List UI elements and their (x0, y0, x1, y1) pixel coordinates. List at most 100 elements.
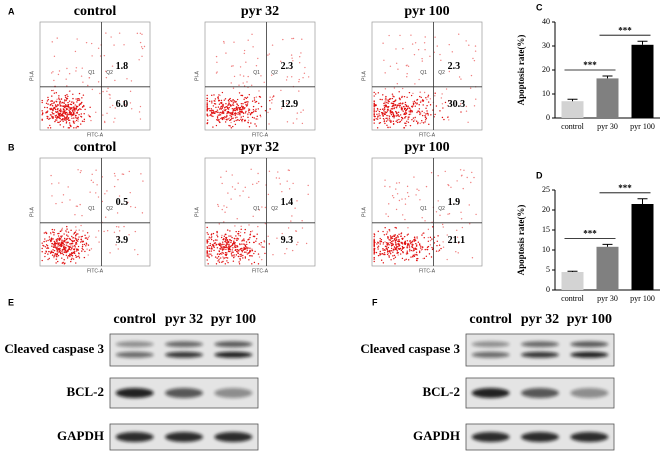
event-dot (220, 248, 222, 250)
event-dot (206, 107, 209, 110)
event-dot (57, 254, 60, 257)
event-dot (221, 243, 223, 245)
event-dot (415, 245, 418, 247)
event-dot (225, 103, 227, 105)
event-dot (400, 242, 403, 244)
event-dot (87, 254, 89, 256)
event-dot (397, 236, 399, 238)
event-dot (78, 103, 81, 105)
event-dot (292, 122, 295, 124)
event-dot (413, 176, 415, 178)
event-dot (74, 120, 76, 123)
event-dot (77, 109, 79, 112)
event-dot (404, 101, 407, 104)
event-dot (88, 249, 91, 251)
event-dot (214, 256, 217, 258)
quadrant-label: Q2 (106, 70, 113, 76)
event-dot (59, 117, 61, 120)
event-dot (386, 117, 388, 119)
event-dot (72, 93, 74, 95)
event-dot (405, 109, 407, 112)
event-dot (249, 236, 251, 239)
event-dot (422, 104, 424, 106)
event-dot (385, 213, 387, 215)
event-dot (263, 246, 265, 248)
event-dot (246, 81, 248, 83)
event-dot (63, 263, 66, 265)
event-dot (219, 112, 221, 114)
event-dot (258, 243, 260, 245)
event-dot (52, 109, 54, 111)
event-dot (253, 99, 256, 101)
event-dot (86, 248, 88, 250)
row-label: GAPDH (413, 428, 460, 443)
event-dot (390, 120, 392, 122)
blot-band (214, 432, 253, 442)
event-dot (69, 125, 72, 127)
event-dot (405, 105, 408, 108)
event-dot (239, 253, 241, 256)
event-dot (83, 113, 85, 115)
event-dot (233, 256, 235, 259)
event-dot (271, 98, 273, 101)
event-dot (458, 33, 460, 35)
event-dot (224, 116, 226, 118)
event-dot (427, 236, 430, 239)
row-label: BCL-2 (422, 384, 460, 399)
event-dot (49, 124, 51, 127)
event-dot (222, 256, 224, 258)
event-dot (241, 108, 244, 110)
event-dot (300, 111, 302, 114)
event-dot (82, 81, 84, 83)
event-dot (50, 233, 52, 235)
event-dot (423, 236, 425, 239)
event-dot (396, 82, 399, 85)
error-bar (637, 40, 648, 45)
event-dot (444, 101, 447, 104)
event-dot (75, 241, 78, 244)
event-dot (212, 240, 215, 242)
event-dot (389, 250, 391, 252)
event-dot (246, 103, 249, 105)
event-dot (226, 257, 229, 259)
event-dot (210, 108, 213, 110)
event-dot (227, 192, 229, 194)
event-dot (86, 232, 89, 234)
event-dot (251, 248, 253, 250)
event-dot (63, 100, 66, 102)
event-dot (231, 104, 234, 106)
event-dot (425, 185, 428, 188)
event-dot (389, 235, 392, 237)
quadrant-value: 1.9 (448, 197, 461, 208)
event-dot (53, 79, 55, 82)
event-dot (59, 251, 62, 254)
event-dot (388, 239, 390, 241)
event-dot (68, 254, 71, 256)
event-dot (302, 109, 304, 111)
event-dot (399, 98, 401, 101)
event-dot (394, 226, 396, 229)
event-dot (95, 111, 97, 113)
event-dot (397, 111, 400, 114)
event-dot (52, 113, 54, 115)
event-dot (397, 254, 399, 256)
event-dot (71, 247, 73, 249)
event-dot (111, 104, 114, 107)
event-dot (382, 112, 384, 115)
event-dot (216, 71, 218, 73)
event-dot (431, 238, 433, 240)
event-dot (63, 116, 66, 118)
event-dot (258, 90, 260, 92)
event-dot (249, 247, 251, 249)
event-dot (227, 244, 230, 247)
event-dot (53, 113, 55, 115)
event-dot (392, 105, 395, 107)
event-dot (232, 104, 235, 106)
event-dot (73, 102, 75, 104)
event-dot (216, 61, 218, 64)
event-dot (105, 32, 107, 34)
event-dot (389, 230, 391, 232)
event-dot (142, 180, 144, 182)
event-dot (403, 105, 405, 108)
event-dot (61, 111, 63, 113)
